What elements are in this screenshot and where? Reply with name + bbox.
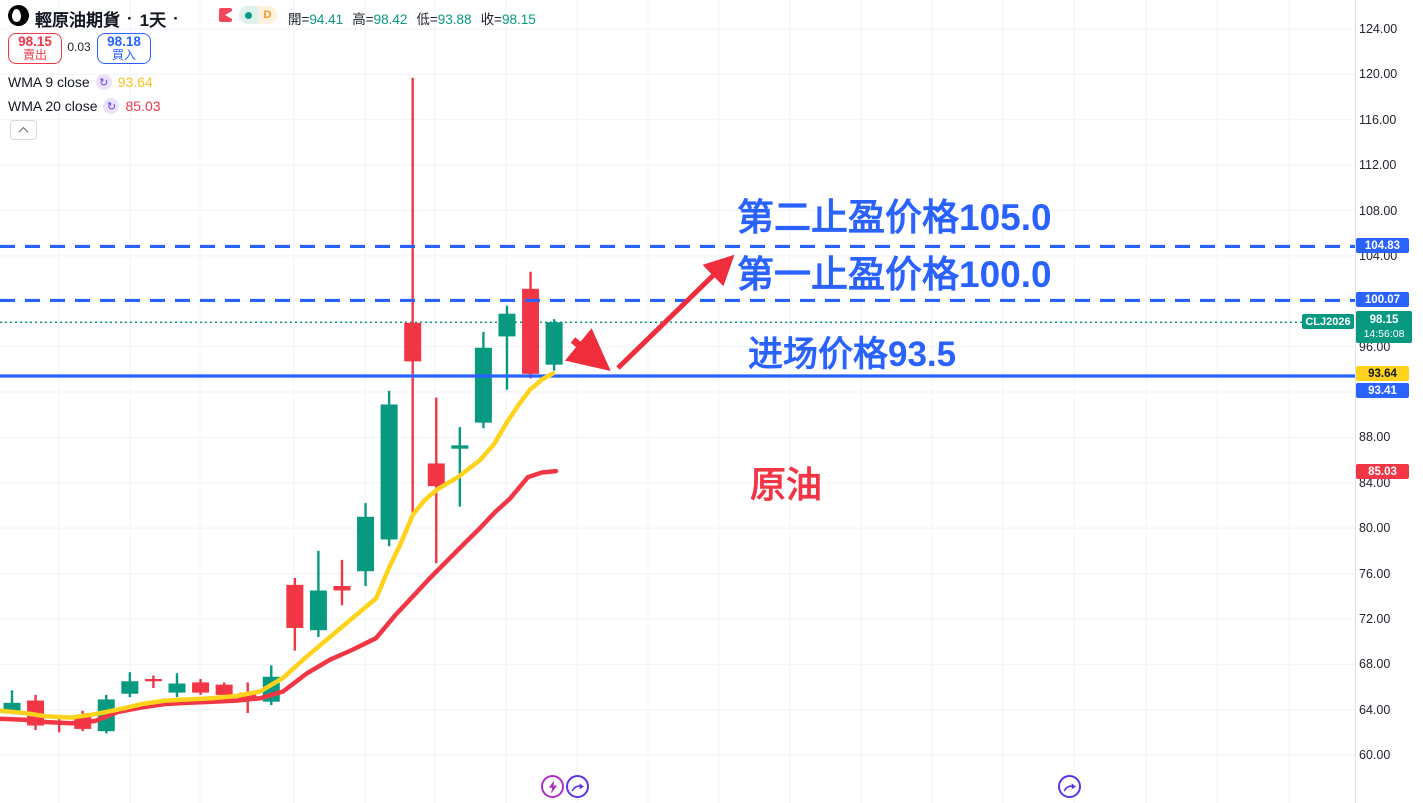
price-axis-border [1355, 0, 1356, 803]
lightning-icon [548, 780, 557, 793]
candle-body[interactable] [427, 463, 445, 487]
candle-body[interactable] [357, 516, 375, 572]
chevron-up-icon [18, 126, 29, 137]
go-to-realtime-button[interactable] [566, 775, 589, 798]
axis-tick-label: 124.00 [1359, 22, 1398, 36]
candle-body[interactable] [404, 322, 422, 362]
candle-body[interactable] [545, 322, 563, 365]
candle-body[interactable] [239, 692, 257, 701]
candle-body[interactable] [309, 590, 327, 631]
symbol-title[interactable]: 輕原油期貨 · 1天 · [35, 6, 179, 31]
arrow-right-icon [1063, 782, 1076, 791]
candle-body[interactable] [522, 288, 540, 374]
symbol-name[interactable]: 輕原油期貨 [35, 11, 120, 30]
candle-body[interactable] [451, 445, 469, 449]
sell-price: 98.15 [18, 33, 52, 49]
open-label: 開= [288, 12, 310, 27]
candle-body[interactable] [380, 404, 398, 540]
indicator-row-wma9: WMA 9 close ↻ 93.64 [8, 74, 153, 90]
red-arrow-annotation [564, 328, 611, 371]
interval-label[interactable]: 1天 [139, 11, 167, 30]
daily-interval-badge[interactable]: D [258, 6, 277, 24]
candle-body[interactable] [286, 584, 304, 628]
candle-body[interactable] [3, 702, 21, 712]
go-to-realtime-button[interactable] [1058, 775, 1081, 798]
bar-countdown: 14:56:08 [1363, 327, 1405, 340]
low-value: 93.88 [437, 12, 472, 27]
wma20-line[interactable] [0, 468, 559, 726]
axis-tick-label: 64.00 [1359, 702, 1391, 717]
ohlc-readout: 開=94.41 高=98.42 低=93.88 收=98.15 [288, 8, 536, 28]
bid-ask-spread: 0.03 [67, 40, 91, 54]
high-value: 98.42 [373, 12, 408, 27]
wma20-value-tag: 85.03 [1356, 464, 1409, 479]
buy-button[interactable]: 98.18 買入 [97, 33, 151, 64]
take-profit-2-price-tag: 104.83 [1356, 238, 1409, 253]
close-value: 98.15 [501, 12, 536, 27]
indicator-row-wma20: WMA 20 close ↻ 85.03 [8, 98, 161, 114]
wma9-value: 93.64 [117, 74, 153, 90]
refresh-icon[interactable]: ↻ [95, 74, 112, 90]
market-open-indicator[interactable] [239, 6, 258, 24]
candle-body[interactable] [144, 678, 162, 682]
last-price-tag: 98.15 14:56:08 [1356, 311, 1412, 343]
take-profit-1-price-tag: 100.07 [1356, 292, 1409, 307]
instant-trading-button[interactable] [541, 775, 564, 798]
low-label: 低= [416, 12, 438, 27]
contract-code-tag: CLJ2026 [1302, 314, 1354, 329]
axis-tick-label: 112.00 [1359, 158, 1397, 173]
arrow-right-icon [571, 782, 584, 791]
axis-tick-label: 120.00 [1359, 67, 1398, 82]
candle-body[interactable] [333, 585, 351, 591]
candle-body[interactable] [121, 681, 139, 694]
axis-tick-label: 84.00 [1359, 475, 1391, 490]
axis-tick-label: 108.00 [1359, 203, 1398, 218]
candle-body[interactable] [192, 682, 210, 693]
status-mode-pill[interactable]: D [239, 6, 277, 24]
open-value: 94.41 [309, 12, 344, 27]
axis-tick-label: 116.00 [1359, 112, 1397, 127]
wma20-name: WMA 20 close [8, 98, 98, 114]
candle-body[interactable] [474, 347, 492, 423]
axis-tick-label: 80.00 [1359, 521, 1391, 536]
refresh-icon[interactable]: ↻ [103, 98, 120, 114]
crude-oil-annotation: 原油 [750, 464, 823, 505]
wma20-value: 85.03 [125, 98, 161, 114]
axis-tick-label: 88.00 [1359, 430, 1391, 445]
sell-label: 賣出 [22, 48, 47, 63]
high-label: 高= [352, 12, 374, 27]
title-separator: · [127, 8, 133, 28]
sell-button[interactable]: 98.15 賣出 [8, 33, 62, 64]
candle-body[interactable] [168, 683, 186, 693]
candle-body[interactable] [498, 313, 516, 337]
take-profit-1-annotation: 第一止盈价格100.0 [737, 254, 1052, 295]
green-dot-icon [245, 11, 252, 19]
axis-tick-label: 68.00 [1359, 657, 1391, 672]
axis-tick-label: 60.00 [1359, 748, 1391, 762]
close-label: 收= [480, 12, 502, 27]
wma9-value-tag: 93.64 [1356, 366, 1409, 381]
wma9-line[interactable] [0, 371, 556, 720]
wma9-name: WMA 9 close [8, 74, 90, 90]
buy-price: 98.18 [107, 33, 141, 49]
red-arrow-annotation [616, 254, 735, 370]
entry-line-price-tag: 93.41 [1356, 383, 1409, 398]
title-separator: · [173, 8, 179, 28]
symbol-logo-icon [8, 5, 29, 26]
axis-tick-label: 72.00 [1359, 611, 1391, 626]
axis-tick-label: 96.00 [1359, 339, 1391, 354]
buy-label: 買入 [111, 48, 136, 63]
entry-price-annotation: 进场价格93.5 [748, 335, 957, 374]
red-flag-icon[interactable] [219, 8, 232, 22]
candle-body[interactable] [215, 684, 233, 695]
collapse-legend-button[interactable] [10, 120, 37, 140]
axis-tick-label: 76.00 [1359, 566, 1391, 581]
last-price-value: 98.15 [1369, 314, 1399, 327]
take-profit-2-annotation: 第二止盈价格105.0 [737, 197, 1052, 238]
